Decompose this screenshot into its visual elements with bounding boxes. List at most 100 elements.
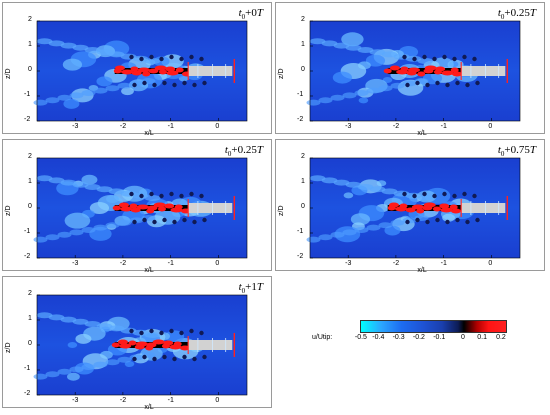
y-tick-label: 2 — [301, 153, 305, 160]
x-tick-label: -1 — [167, 397, 174, 404]
x-tick-label: -1 — [167, 260, 174, 267]
y-tick-label: -1 — [24, 228, 31, 235]
x-tick-label: -3 — [72, 123, 79, 130]
time-subscript: 0 — [241, 13, 246, 22]
time-offset: +0.25 — [231, 144, 257, 156]
time-unit: T — [256, 7, 263, 19]
time-label: t0+1T — [239, 281, 263, 295]
x-tick-label: 0 — [488, 260, 493, 267]
colorbar-gradient — [360, 320, 507, 333]
time-offset: +1 — [245, 281, 257, 293]
time-base: t — [238, 281, 242, 293]
x-tick-label: -2 — [119, 260, 127, 267]
colorbar-tick-label: -0.1 — [433, 334, 446, 341]
time-label: t0+0.25T — [498, 7, 536, 21]
y-tick-label: -2 — [297, 253, 304, 260]
time-base: t — [497, 144, 501, 156]
x-tick-label: 0 — [488, 123, 493, 130]
y-tick-label: 0 — [301, 66, 305, 73]
time-subscript: 0 — [227, 150, 232, 159]
y-axis-label: z/D — [5, 205, 12, 217]
y-tick-label: 0 — [28, 203, 32, 210]
colorbar-tick-label: 0.1 — [477, 334, 487, 341]
x-axis-label: x/L — [144, 267, 154, 274]
y-tick-label: 2 — [301, 16, 305, 23]
y-tick-label: 1 — [28, 41, 32, 48]
velocity-field-image — [306, 157, 521, 259]
colorbar-title: u/Utip: — [312, 334, 333, 341]
velocity-field-image — [33, 294, 248, 396]
colorbar-tick-label: -0.3 — [392, 334, 405, 341]
y-tick-label: -1 — [24, 365, 31, 372]
time-unit: T — [529, 7, 536, 19]
flow-panel-3: t0+0.25T z/D 2 1 0 -1 -2 -3 -2 -1 0 x/L — [2, 139, 272, 274]
time-unit: T — [256, 281, 263, 293]
time-label: t0+0.25T — [225, 144, 263, 158]
y-axis-label: z/D — [278, 205, 285, 217]
x-tick-label: -3 — [72, 260, 79, 267]
x-tick-label: -1 — [167, 123, 174, 130]
x-tick-label: -3 — [345, 260, 352, 267]
time-base: t — [224, 144, 228, 156]
x-tick-label: 0 — [215, 397, 220, 404]
time-offset: +0.75 — [504, 144, 530, 156]
y-tick-label: -1 — [297, 228, 304, 235]
y-tick-label: -2 — [297, 116, 304, 123]
y-tick-label: 1 — [28, 178, 32, 185]
time-offset: +0.25 — [504, 7, 530, 19]
time-label: t0+0.75T — [498, 144, 536, 158]
y-tick-label: 2 — [28, 16, 32, 23]
time-offset: +0 — [245, 7, 257, 19]
velocity-field-image — [33, 20, 248, 122]
flow-panel-5: t0+1T z/D 2 1 0 -1 -2 -3 -2 -1 0 x/L — [2, 276, 272, 411]
y-axis-label: z/D — [278, 68, 285, 80]
x-tick-label: 0 — [215, 260, 220, 267]
x-axis-label: x/L — [144, 404, 154, 411]
y-tick-label: 2 — [28, 153, 32, 160]
y-tick-label: -2 — [24, 390, 31, 397]
colorbar-tick-label: 0 — [460, 334, 465, 341]
velocity-field-image — [306, 20, 521, 122]
x-tick-label: -2 — [392, 123, 400, 130]
y-tick-label: 1 — [301, 41, 305, 48]
x-tick-label: -3 — [72, 397, 79, 404]
colorbar-legend: u/Utip: -0.5 -0.4 -0.3 -0.2 -0.1 0 0.1 0.2 — [312, 320, 512, 350]
x-tick-label: -1 — [440, 123, 447, 130]
time-base: t — [497, 7, 501, 19]
x-axis-label: x/L — [417, 267, 427, 274]
y-tick-label: -1 — [24, 91, 31, 98]
x-axis-label: x/L — [144, 130, 154, 137]
colorbar-tick-label: 0.2 — [496, 334, 506, 341]
time-unit: T — [529, 144, 536, 156]
colorbar-tick-label: -0.5 — [354, 334, 367, 341]
y-axis-label: z/D — [5, 68, 12, 80]
x-tick-label: -2 — [119, 123, 127, 130]
y-tick-label: 1 — [301, 178, 305, 185]
flow-panel-1: t0+0T z/D 2 1 0 -1 -2 -3 -2 -1 0 x/L — [2, 2, 272, 137]
y-tick-label: 1 — [28, 315, 32, 322]
y-tick-label: -1 — [297, 91, 304, 98]
y-tick-label: 0 — [301, 203, 305, 210]
x-tick-label: -1 — [440, 260, 447, 267]
flow-panel-2: t0+0.25T z/D 2 1 0 -1 -2 -3 -2 -1 0 x/L — [275, 2, 545, 137]
x-axis-label: x/L — [417, 130, 427, 137]
time-subscript: 0 — [241, 287, 246, 296]
velocity-field-image — [33, 157, 248, 259]
y-tick-label: 2 — [28, 290, 32, 297]
y-tick-label: 0 — [28, 340, 32, 347]
x-tick-label: -2 — [392, 260, 400, 267]
x-tick-label: -2 — [119, 397, 127, 404]
time-subscript: 0 — [500, 13, 505, 22]
colorbar-tick-label: -0.2 — [412, 334, 425, 341]
y-tick-label: 0 — [28, 66, 32, 73]
y-tick-label: -2 — [24, 253, 31, 260]
time-base: t — [238, 7, 242, 19]
x-tick-label: 0 — [215, 123, 220, 130]
time-subscript: 0 — [500, 150, 505, 159]
time-unit: T — [256, 144, 263, 156]
x-tick-label: -3 — [345, 123, 352, 130]
y-tick-label: -2 — [24, 116, 31, 123]
time-label: t0+0T — [239, 7, 263, 21]
y-axis-label: z/D — [5, 342, 12, 354]
colorbar-tick-label: -0.4 — [372, 334, 385, 341]
